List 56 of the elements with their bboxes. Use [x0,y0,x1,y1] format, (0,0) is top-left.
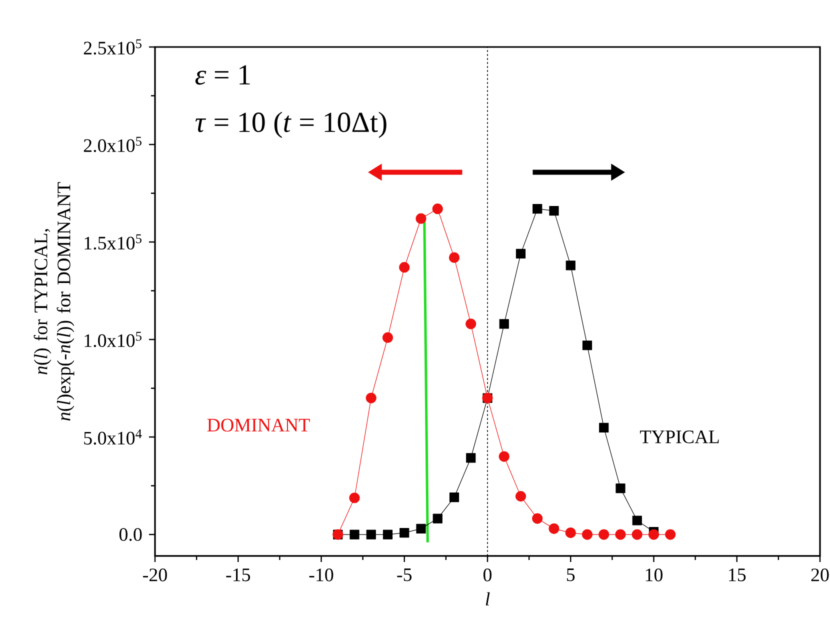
point [516,248,526,259]
point [349,492,360,504]
point [532,204,542,214]
point [399,262,410,273]
annotation: ε = 1 [195,65,250,85]
x-tick-label: 15 [729,568,746,582]
point [382,332,394,343]
point [498,451,510,462]
point [515,491,526,502]
y-tick-label: 2.0x10$^{5}$ [84,136,142,152]
point [432,204,443,214]
point [615,529,626,540]
point [566,260,576,270]
point [448,252,460,263]
point [632,516,642,526]
annotation: τ = 10 (t = 10Δt) [195,112,386,138]
point [599,422,609,432]
point [665,529,676,540]
point [449,492,460,502]
point [532,513,543,524]
point [632,529,642,540]
point [382,530,393,540]
x-tick-label: 0 [483,568,492,582]
x-tick-label: -5 [397,568,412,582]
point [565,527,576,538]
y-tick-label: 2.5x10$^{5}$ [84,39,142,55]
x-tick-label: 5 [566,568,575,582]
x-tick-label: 10 [646,568,663,582]
x-tick-label: 20 [811,568,829,582]
point [616,484,626,494]
point [416,524,426,534]
text: DOMINANT [207,418,310,432]
y-tick-label: 1.5x10$^{5}$ [84,234,142,250]
x-tick-label: -10 [309,568,334,582]
y-tick-label: 1.0x10$^{5}$ [84,332,142,348]
series-label: TYPICAL [640,430,719,444]
point [466,453,476,463]
point [432,514,442,524]
y-tick-label: 5.0x10$^{4}$ [84,429,142,445]
x-tick-label: -15 [226,568,250,582]
point [416,213,426,224]
y-tick-label: 0.0 [119,528,142,541]
point [648,529,660,540]
point [366,530,376,540]
point [400,528,410,538]
x-axis-title: l [486,592,490,606]
point [499,319,509,329]
point [350,530,360,540]
x-tick-label: -20 [143,568,167,582]
point [549,206,559,216]
point [582,529,593,540]
point [582,340,592,350]
point [366,392,376,404]
point [598,529,610,540]
point [466,318,476,330]
point [548,523,560,534]
